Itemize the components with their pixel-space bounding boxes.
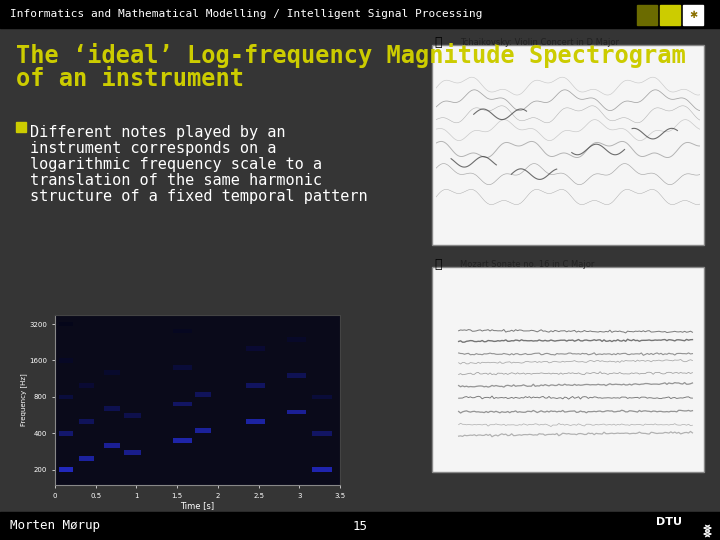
Bar bbox=[246, 419, 265, 424]
Bar bbox=[287, 337, 306, 342]
Text: 15: 15 bbox=[353, 519, 367, 532]
Bar bbox=[59, 358, 73, 363]
Bar bbox=[79, 456, 94, 461]
Bar bbox=[660, 5, 680, 25]
Bar bbox=[59, 395, 73, 400]
Bar bbox=[125, 450, 140, 455]
Bar bbox=[683, 5, 703, 25]
Text: Mozart Sonate no. 16 in C Major: Mozart Sonate no. 16 in C Major bbox=[460, 260, 595, 269]
Bar bbox=[312, 431, 332, 436]
Bar bbox=[59, 431, 73, 436]
Bar bbox=[0, 0, 720, 28]
Bar bbox=[125, 413, 140, 418]
Bar bbox=[246, 346, 265, 351]
Bar bbox=[432, 45, 704, 245]
Bar bbox=[0, 512, 720, 540]
Bar bbox=[173, 438, 192, 443]
Text: Informatics and Mathematical Modelling / Intelligent Signal Processing: Informatics and Mathematical Modelling /… bbox=[10, 9, 482, 19]
Text: logarithmic frequency scale to a: logarithmic frequency scale to a bbox=[30, 157, 322, 172]
Text: The ‘ideal’ Log-frequency Magnitude Spectrogram: The ‘ideal’ Log-frequency Magnitude Spec… bbox=[16, 43, 685, 68]
Text: of an instrument: of an instrument bbox=[16, 67, 244, 91]
Bar bbox=[246, 383, 265, 388]
Y-axis label: Frequency [Hz]: Frequency [Hz] bbox=[20, 374, 27, 427]
Bar bbox=[287, 410, 306, 415]
Bar bbox=[104, 406, 120, 411]
Bar bbox=[312, 468, 332, 472]
Bar bbox=[195, 428, 212, 433]
Bar bbox=[79, 419, 94, 424]
Bar bbox=[195, 392, 212, 397]
Text: Tchaikovsky: Violin Concert in D Major: Tchaikovsky: Violin Concert in D Major bbox=[460, 38, 619, 47]
Bar bbox=[637, 5, 657, 25]
Bar bbox=[16, 122, 26, 132]
Text: structure of a fixed temporal pattern: structure of a fixed temporal pattern bbox=[30, 189, 368, 204]
Bar bbox=[104, 443, 120, 448]
Text: ✱: ✱ bbox=[689, 10, 697, 20]
Bar bbox=[173, 329, 192, 333]
Bar bbox=[173, 365, 192, 370]
Bar bbox=[432, 267, 704, 472]
Bar bbox=[59, 322, 73, 326]
Text: Different notes played by an: Different notes played by an bbox=[30, 125, 286, 140]
Bar bbox=[312, 395, 332, 400]
FancyBboxPatch shape bbox=[0, 22, 720, 520]
Text: 🔊: 🔊 bbox=[434, 258, 441, 271]
Text: DTU: DTU bbox=[656, 517, 682, 527]
Bar bbox=[79, 383, 94, 388]
Bar bbox=[104, 370, 120, 375]
X-axis label: Time [s]: Time [s] bbox=[181, 502, 215, 510]
Bar bbox=[287, 373, 306, 378]
Text: translation of the same harmonic: translation of the same harmonic bbox=[30, 173, 322, 188]
Text: Morten Mørup: Morten Mørup bbox=[10, 519, 100, 532]
Text: 🔊: 🔊 bbox=[434, 36, 441, 49]
Bar bbox=[59, 468, 73, 472]
Text: instrument corresponds on a: instrument corresponds on a bbox=[30, 141, 276, 156]
Bar bbox=[173, 402, 192, 407]
